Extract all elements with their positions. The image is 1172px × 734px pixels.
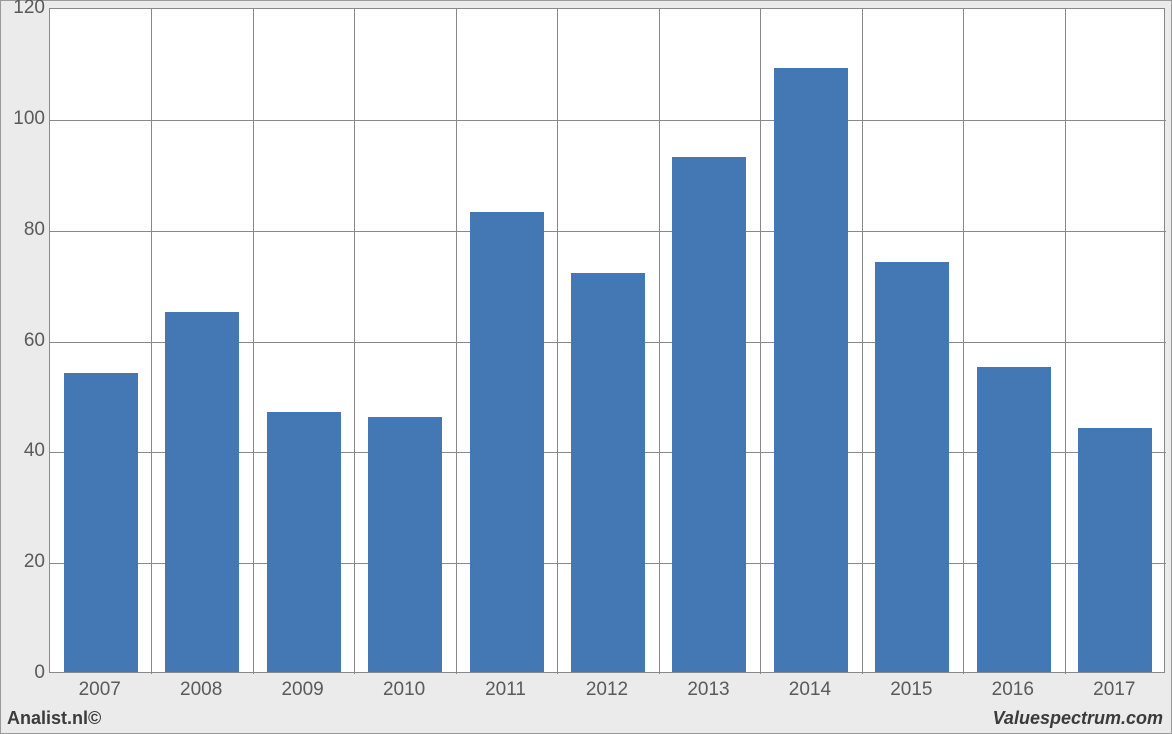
bar xyxy=(774,68,848,672)
x-tick-label: 2008 xyxy=(180,679,222,701)
y-tick-label: 40 xyxy=(5,440,45,462)
x-tick-label: 2007 xyxy=(79,679,121,701)
bar xyxy=(571,273,645,672)
chart-container: 0 20 40 60 80 100 120 2007 2008 2009 2010 2011 2012… xyxy=(0,0,1172,734)
y-tick-label: 80 xyxy=(5,219,45,241)
x-tick-label: 2011 xyxy=(485,679,526,701)
bar xyxy=(1078,428,1152,672)
x-tick-label: 2013 xyxy=(687,679,729,701)
bar xyxy=(267,412,341,672)
bar xyxy=(977,367,1051,672)
y-tick-label: 60 xyxy=(5,330,45,352)
grid-line-horizontal xyxy=(50,231,1166,232)
bar xyxy=(165,312,239,672)
y-tick-label: 20 xyxy=(5,551,45,573)
bar xyxy=(875,262,949,672)
bar xyxy=(368,417,442,672)
x-tick-label: 2017 xyxy=(1093,679,1135,701)
plot-area xyxy=(49,8,1165,673)
x-tick-label: 2012 xyxy=(586,679,628,701)
x-tick-label: 2014 xyxy=(789,679,831,701)
y-tick-label: 100 xyxy=(5,108,45,130)
y-tick-label: 0 xyxy=(5,662,45,684)
bar xyxy=(64,373,138,672)
x-tick-label: 2009 xyxy=(281,679,323,701)
x-tick-label: 2015 xyxy=(890,679,932,701)
footer-left-credit: Analist.nl© xyxy=(7,708,101,729)
x-tick-label: 2016 xyxy=(992,679,1034,701)
x-tick-label: 2010 xyxy=(383,679,425,701)
grid-line-horizontal xyxy=(50,120,1166,121)
bar xyxy=(470,212,544,672)
footer-right-credit: Valuespectrum.com xyxy=(993,708,1163,729)
y-tick-label: 120 xyxy=(5,0,45,19)
bar xyxy=(672,157,746,672)
